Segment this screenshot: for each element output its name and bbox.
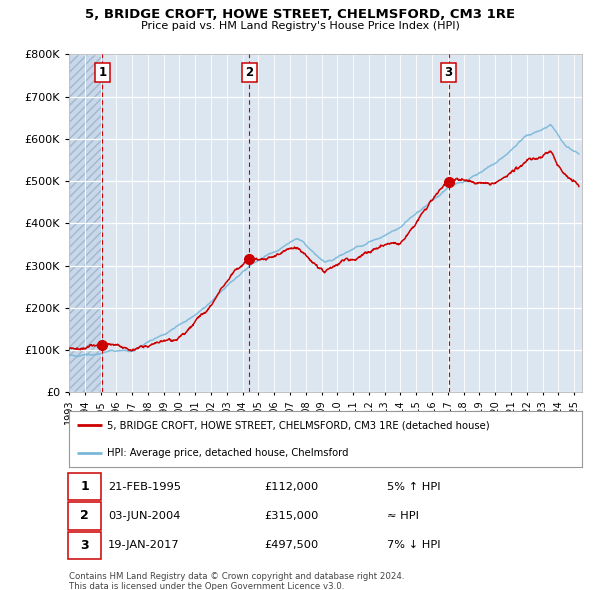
Text: HPI: Average price, detached house, Chelmsford: HPI: Average price, detached house, Chel…: [107, 448, 349, 458]
Bar: [69, 54, 103, 392]
Text: 5, BRIDGE CROFT, HOWE STREET, CHELMSFORD, CM3 1RE: 5, BRIDGE CROFT, HOWE STREET, CHELMSFORD…: [85, 8, 515, 21]
FancyBboxPatch shape: [68, 473, 101, 500]
Bar: [69, 54, 103, 392]
Text: 19-JAN-2017: 19-JAN-2017: [108, 540, 179, 550]
Text: £497,500: £497,500: [264, 540, 318, 550]
Text: 1: 1: [98, 66, 107, 79]
Text: 5, BRIDGE CROFT, HOWE STREET, CHELMSFORD, CM3 1RE (detached house): 5, BRIDGE CROFT, HOWE STREET, CHELMSFORD…: [107, 420, 490, 430]
Text: ≈ HPI: ≈ HPI: [387, 511, 419, 521]
Text: 7% ↓ HPI: 7% ↓ HPI: [387, 540, 440, 550]
Text: Contains HM Land Registry data © Crown copyright and database right 2024.: Contains HM Land Registry data © Crown c…: [69, 572, 404, 581]
Text: 1: 1: [80, 480, 89, 493]
Text: This data is licensed under the Open Government Licence v3.0.: This data is licensed under the Open Gov…: [69, 582, 344, 590]
FancyBboxPatch shape: [68, 502, 101, 530]
Text: £315,000: £315,000: [264, 511, 319, 521]
Text: 2: 2: [80, 509, 89, 523]
Text: 3: 3: [445, 66, 452, 79]
Text: 2: 2: [245, 66, 253, 79]
Text: Price paid vs. HM Land Registry's House Price Index (HPI): Price paid vs. HM Land Registry's House …: [140, 21, 460, 31]
Text: 03-JUN-2004: 03-JUN-2004: [108, 511, 181, 521]
Text: 21-FEB-1995: 21-FEB-1995: [108, 481, 181, 491]
Text: 3: 3: [80, 539, 89, 552]
Text: £112,000: £112,000: [264, 481, 318, 491]
FancyBboxPatch shape: [68, 532, 101, 559]
Text: 5% ↑ HPI: 5% ↑ HPI: [387, 481, 440, 491]
